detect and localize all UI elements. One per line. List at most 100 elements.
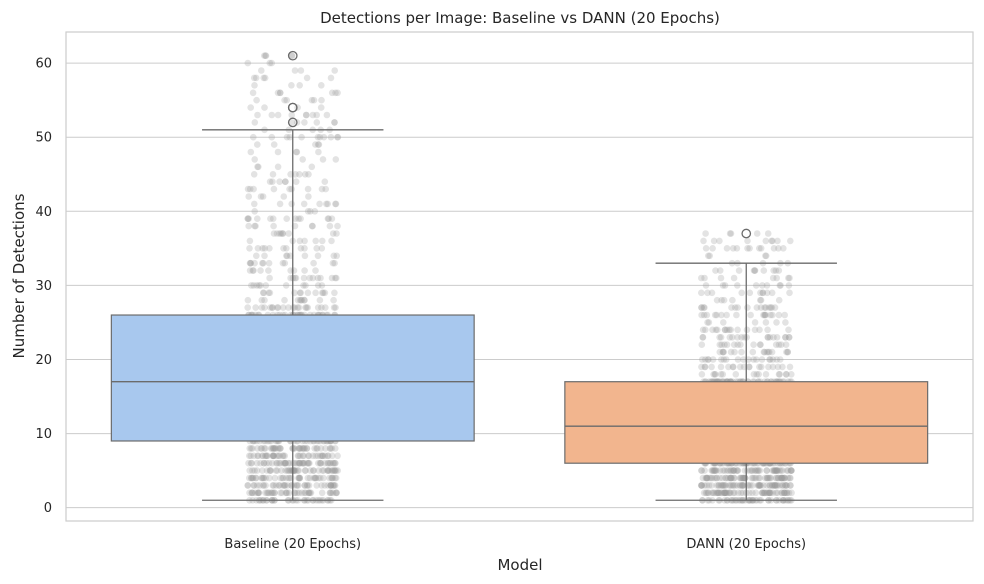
- strip-point: [747, 482, 754, 489]
- strip-point: [330, 467, 338, 474]
- strip-point: [759, 489, 767, 497]
- strip-point: [778, 474, 785, 482]
- strip-point: [299, 452, 307, 460]
- strip-point: [304, 208, 312, 215]
- strip-point: [730, 482, 737, 489]
- strip-point: [787, 237, 794, 245]
- strip-point: [253, 96, 260, 104]
- strip-point: [698, 341, 706, 349]
- strip-point: [699, 474, 707, 482]
- strip-point: [309, 222, 316, 230]
- strip-point: [710, 489, 718, 497]
- strip-point: [737, 489, 745, 497]
- strip-point: [709, 356, 717, 363]
- strip-point: [251, 82, 258, 89]
- strip-point: [261, 252, 268, 260]
- strip-point: [300, 274, 308, 282]
- strip-point: [731, 304, 739, 311]
- strip-point: [257, 445, 265, 452]
- strip-point: [279, 452, 287, 460]
- strip-point: [325, 452, 332, 460]
- strip-point: [298, 296, 306, 304]
- strip-point: [758, 489, 766, 497]
- strip-point: [292, 274, 300, 282]
- strip-point: [769, 489, 777, 497]
- strip-point: [265, 459, 273, 467]
- strip-point: [301, 467, 309, 474]
- strip-point: [317, 104, 325, 111]
- strip-point: [328, 474, 335, 482]
- strip-point: [260, 74, 268, 82]
- strip-point: [249, 489, 256, 497]
- strip-point: [296, 82, 304, 89]
- strip-point: [755, 467, 762, 474]
- strip-point: [286, 185, 293, 193]
- strip-point: [751, 326, 759, 334]
- strip-point: [772, 482, 779, 489]
- strip-point: [281, 459, 289, 467]
- strip-point: [731, 474, 738, 482]
- strip-point: [698, 289, 705, 297]
- strip-point: [772, 467, 780, 474]
- strip-point: [252, 474, 259, 482]
- strip-point: [763, 467, 771, 474]
- strip-point: [258, 296, 266, 304]
- strip-point: [765, 363, 772, 371]
- strip-point: [255, 489, 263, 497]
- strip-point: [715, 482, 722, 489]
- strip-point: [307, 208, 314, 215]
- strip-point: [776, 467, 783, 474]
- strip-point: [725, 467, 732, 474]
- strip-point: [757, 482, 764, 489]
- strip-point: [767, 489, 775, 497]
- strip-point: [716, 489, 723, 497]
- strip-point: [710, 237, 718, 245]
- strip-point: [760, 267, 768, 274]
- strip-point: [757, 341, 764, 349]
- strip-point: [727, 489, 734, 497]
- strip-point: [328, 237, 335, 245]
- strip-point: [720, 348, 727, 356]
- strip-point: [788, 467, 795, 474]
- strip-point: [779, 467, 786, 474]
- strip-point: [312, 289, 319, 297]
- strip-point: [328, 89, 336, 97]
- strip-point: [775, 296, 783, 304]
- strip-point: [266, 467, 274, 474]
- strip-point: [296, 452, 304, 460]
- strip-point: [781, 489, 788, 497]
- strip-point: [777, 282, 784, 289]
- strip-point: [783, 348, 790, 356]
- strip-point: [757, 304, 765, 311]
- strip-point: [779, 363, 786, 371]
- strip-point: [315, 474, 322, 482]
- strip-point: [717, 274, 725, 282]
- strip-point: [751, 267, 759, 274]
- strip-point: [701, 363, 709, 371]
- strip-point: [294, 452, 302, 460]
- strip-point: [782, 334, 789, 341]
- strip-point: [262, 489, 269, 497]
- strip-point: [332, 474, 340, 482]
- strip-point: [274, 304, 281, 311]
- strip-point: [766, 334, 774, 341]
- y-tick-label: 0: [44, 501, 52, 516]
- strip-point: [765, 348, 772, 356]
- strip-point: [781, 311, 788, 319]
- strip-point: [270, 445, 277, 452]
- strip-point: [331, 459, 339, 467]
- outlier-point: [741, 228, 752, 239]
- strip-point: [765, 304, 773, 311]
- strip-point: [769, 356, 777, 363]
- strip-point: [734, 467, 742, 474]
- strip-point: [755, 482, 763, 489]
- strip-point: [332, 200, 340, 208]
- strip-point: [277, 474, 284, 482]
- strip-point: [770, 267, 777, 274]
- strip-point: [770, 334, 777, 341]
- strip-point: [735, 489, 742, 497]
- strip-point: [306, 489, 314, 497]
- strip-point: [290, 267, 298, 274]
- strip-point: [763, 348, 771, 356]
- strip-point: [782, 371, 790, 378]
